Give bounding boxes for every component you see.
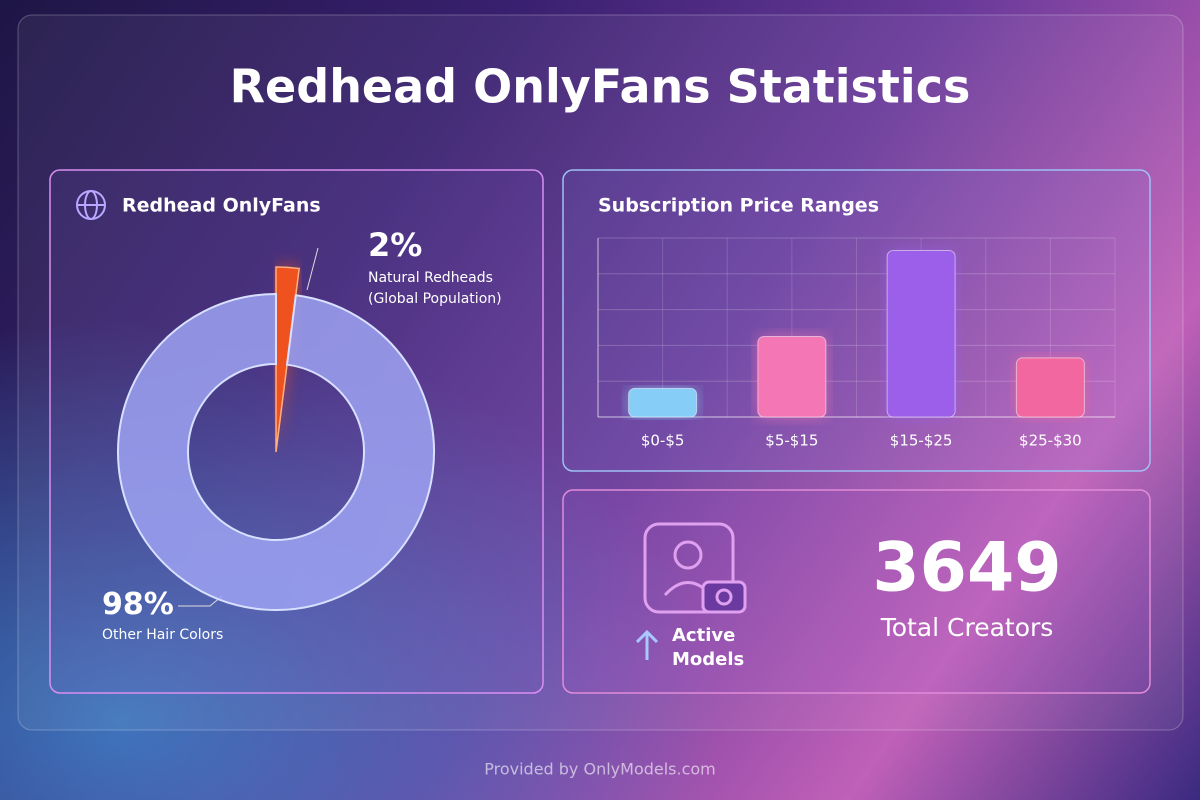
pie-value-label: 2%	[368, 226, 423, 264]
x-tick-label: $15-$25	[890, 432, 953, 450]
x-tick-label: $5-$15	[765, 432, 818, 450]
pie-category-label: Natural Redheads (Global Population)	[368, 270, 502, 307]
bar	[1015, 357, 1085, 418]
bar-title: Subscription Price Ranges	[598, 195, 879, 217]
pie-title: Redhead OnlyFans	[122, 195, 321, 217]
footer: Provided by OnlyModels.com	[484, 760, 716, 779]
x-tick-label: $25-$30	[1019, 432, 1082, 450]
pie-value-label: 98%	[102, 587, 174, 622]
x-tick-label: $0-$5	[641, 432, 685, 450]
stat-caption: Active Models	[672, 625, 745, 670]
leader-line	[306, 247, 319, 291]
bar	[757, 335, 827, 418]
pie-category-label: Other Hair Colors	[102, 627, 224, 643]
creator-icon	[643, 522, 747, 614]
stat-label: Total Creators	[880, 613, 1054, 642]
bar	[886, 250, 956, 418]
pie-slice	[117, 292, 435, 611]
page-title: Redhead OnlyFans Statistics	[230, 60, 971, 114]
up-arrow	[635, 629, 659, 660]
stat-card	[562, 489, 1151, 694]
stat-value: 3649	[872, 529, 1061, 608]
bar-card	[562, 169, 1151, 472]
globe-icon	[76, 190, 106, 220]
bar	[628, 387, 698, 418]
